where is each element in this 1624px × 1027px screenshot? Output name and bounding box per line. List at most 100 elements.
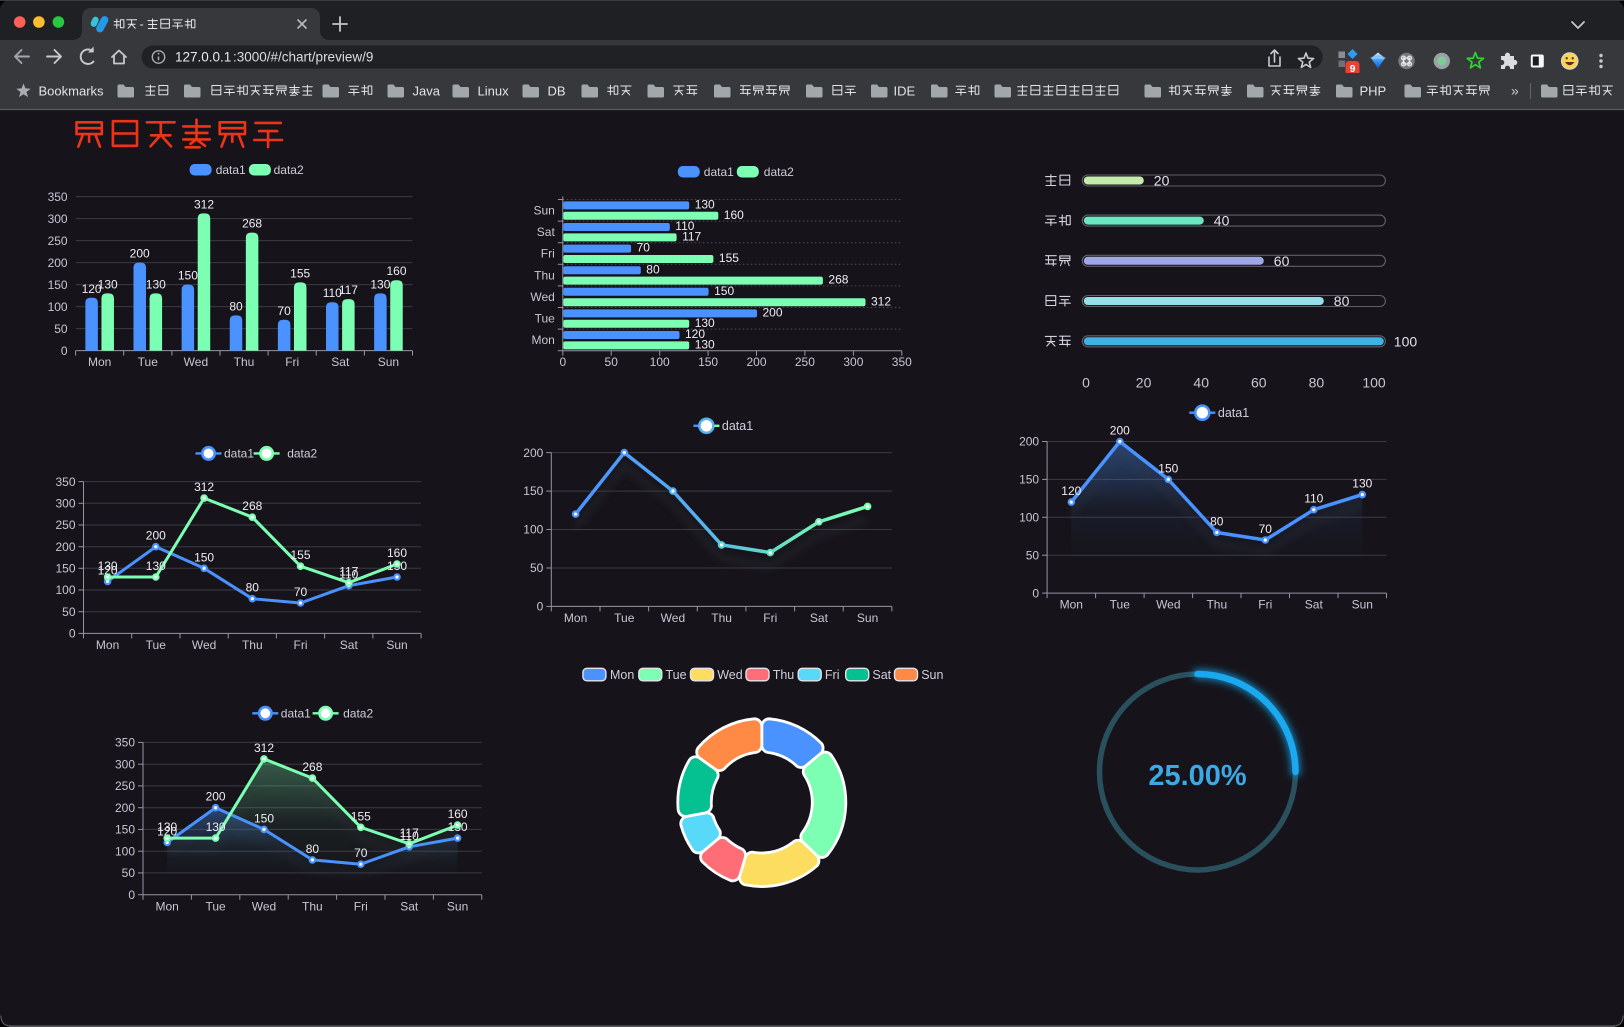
svg-text:0: 0 <box>559 355 566 369</box>
svg-text:70: 70 <box>294 585 308 599</box>
svg-text:70: 70 <box>354 846 368 860</box>
svg-text:268: 268 <box>242 217 262 231</box>
svg-text:80: 80 <box>246 581 260 595</box>
svg-text:Tue: Tue <box>666 668 687 682</box>
svg-text:200: 200 <box>55 540 75 554</box>
svg-text:Sun: Sun <box>447 899 468 913</box>
svg-text:100: 100 <box>115 844 135 858</box>
svg-text:Fri: Fri <box>354 899 368 913</box>
svg-text:Sun: Sun <box>921 668 943 682</box>
svg-text:Wed: Wed <box>661 611 685 625</box>
svg-text:data1: data1 <box>704 165 734 179</box>
svg-text:80: 80 <box>646 262 660 276</box>
svg-text:Sun: Sun <box>386 638 407 652</box>
svg-text:130: 130 <box>146 277 166 291</box>
svg-text:0: 0 <box>128 888 135 902</box>
svg-text:155: 155 <box>290 266 310 280</box>
svg-text:Mon: Mon <box>1060 598 1083 612</box>
svg-text:data2: data2 <box>343 707 373 721</box>
svg-text:Tue: Tue <box>205 899 226 913</box>
svg-text:80: 80 <box>1334 293 1350 309</box>
svg-text:data2: data2 <box>287 447 317 461</box>
svg-text:70: 70 <box>277 304 291 318</box>
svg-text:150: 150 <box>1019 473 1039 487</box>
svg-text:Wed: Wed <box>1156 598 1180 612</box>
svg-text:268: 268 <box>302 760 322 774</box>
svg-text:Thu: Thu <box>773 668 795 682</box>
svg-text:150: 150 <box>178 269 198 283</box>
svg-text:130: 130 <box>98 559 118 573</box>
svg-text:Mon: Mon <box>88 355 111 369</box>
svg-text:200: 200 <box>763 306 783 320</box>
svg-text:50: 50 <box>62 605 76 619</box>
svg-text:data2: data2 <box>764 165 794 179</box>
svg-text:Fri: Fri <box>1258 598 1272 612</box>
svg-text:110: 110 <box>339 568 358 582</box>
svg-text:50: 50 <box>605 355 619 369</box>
svg-text:155: 155 <box>719 251 739 265</box>
svg-text:40: 40 <box>1193 375 1209 391</box>
svg-text:80: 80 <box>229 299 243 313</box>
svg-text:70: 70 <box>1259 522 1273 536</box>
svg-text:160: 160 <box>387 546 407 560</box>
svg-text:Sat: Sat <box>872 668 891 682</box>
svg-text:200: 200 <box>130 247 150 261</box>
svg-text:50: 50 <box>122 866 136 880</box>
svg-text:9: 9 <box>1350 63 1356 75</box>
svg-text:150: 150 <box>254 811 274 825</box>
svg-text:100: 100 <box>48 300 68 314</box>
svg-text:Bookmarks: Bookmarks <box>39 84 105 99</box>
svg-text:DB: DB <box>548 84 566 99</box>
svg-text:80: 80 <box>1210 515 1224 529</box>
svg-text:Tue: Tue <box>614 611 635 625</box>
svg-text:0: 0 <box>69 627 76 641</box>
svg-text:130: 130 <box>370 277 390 291</box>
svg-text:200: 200 <box>206 790 226 804</box>
svg-text:0: 0 <box>61 344 68 358</box>
svg-text:60: 60 <box>1251 375 1267 391</box>
svg-text:120: 120 <box>1061 484 1081 498</box>
svg-text:Wed: Wed <box>530 290 554 304</box>
svg-text:Sun: Sun <box>378 355 399 369</box>
svg-text:300: 300 <box>55 497 75 511</box>
svg-text:Mon: Mon <box>531 333 554 347</box>
svg-text:80: 80 <box>306 842 320 856</box>
svg-text:160: 160 <box>386 264 406 278</box>
svg-text:data1: data1 <box>722 419 753 433</box>
svg-text:Thu: Thu <box>242 638 263 652</box>
svg-text:250: 250 <box>48 234 68 248</box>
svg-text:130: 130 <box>157 820 177 834</box>
svg-text:100: 100 <box>1019 511 1039 525</box>
svg-text:80: 80 <box>1309 375 1325 391</box>
svg-text:0: 0 <box>537 600 544 614</box>
svg-text:312: 312 <box>194 197 214 211</box>
svg-text:200: 200 <box>1110 424 1130 438</box>
svg-text:IDE: IDE <box>894 84 916 99</box>
svg-text:0: 0 <box>1082 375 1090 391</box>
svg-text:130: 130 <box>146 559 166 573</box>
svg-text:data1: data1 <box>224 447 254 461</box>
svg-text:Tue: Tue <box>146 638 167 652</box>
svg-text:data1: data1 <box>281 707 311 721</box>
svg-text:120: 120 <box>82 282 102 296</box>
svg-text:Sat: Sat <box>1305 598 1324 612</box>
svg-text:200: 200 <box>48 256 68 270</box>
svg-text:150: 150 <box>698 355 718 369</box>
svg-text:130: 130 <box>1352 477 1372 491</box>
svg-text:Mon: Mon <box>96 638 119 652</box>
svg-text:350: 350 <box>892 355 912 369</box>
svg-text:0: 0 <box>1032 586 1039 600</box>
svg-text:130: 130 <box>695 316 715 330</box>
svg-text:Sat: Sat <box>340 638 359 652</box>
svg-text:Sat: Sat <box>331 355 350 369</box>
svg-text:127.0.0.1: 127.0.0.1 <box>175 50 231 65</box>
svg-text:Tue: Tue <box>535 312 556 326</box>
svg-text:50: 50 <box>530 561 544 575</box>
svg-text:70: 70 <box>637 241 651 255</box>
svg-text:Wed: Wed <box>184 355 208 369</box>
svg-text:Sun: Sun <box>857 611 878 625</box>
svg-text:Fri: Fri <box>294 638 308 652</box>
svg-text:120: 120 <box>98 563 118 577</box>
svg-text:Fri: Fri <box>285 355 299 369</box>
svg-text:110: 110 <box>400 829 419 843</box>
